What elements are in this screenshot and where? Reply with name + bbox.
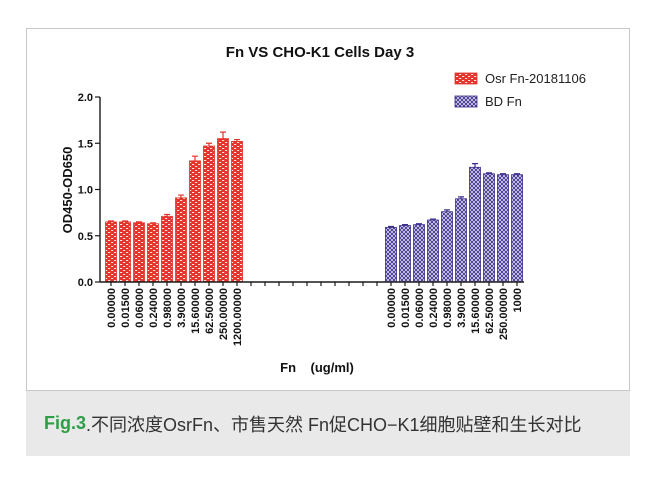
y-tick-label: 2.0 (78, 92, 93, 104)
x-tick-label: 250.00000 (218, 288, 230, 340)
chart-frame (26, 28, 630, 391)
error-bar-series-0 (108, 220, 114, 222)
bar-series-1 (483, 173, 495, 283)
bar-series-1 (497, 174, 509, 283)
axis-ticks: 2.01.51.00.50.00.00000 0.01500 0.06000 0.24… (78, 92, 524, 346)
error-bar-series-0 (150, 222, 156, 224)
bar-series-0 (203, 145, 215, 283)
error-bar-series-1 (500, 173, 506, 175)
bar-series-0 (105, 221, 117, 283)
error-bar-series-1 (444, 209, 450, 212)
bar-series-0 (119, 221, 131, 283)
legend-swatch-series-0 (454, 72, 478, 85)
bar-series-1 (413, 224, 425, 283)
error-bar-series-1 (416, 223, 422, 225)
error-bar-series-0 (122, 220, 128, 222)
x-tick-label: 0.24000 (148, 288, 160, 328)
bar-series-0 (217, 138, 229, 283)
y-tick-label: 0.0 (78, 277, 93, 289)
x-tick-label: 250.00000 (498, 288, 510, 340)
x-tick-label: 0.00000 (106, 288, 118, 328)
legend-label-series-0: Osr Fn-20181106 (485, 71, 586, 86)
error-bar-series-0 (192, 155, 198, 161)
error-bar-series-1 (388, 225, 394, 228)
x-tick-label: 15.60000 (190, 288, 202, 334)
bar-series-1 (399, 225, 411, 283)
x-tick-label: 62.50000 (484, 288, 496, 334)
x-tick-label: 0.06000 (414, 288, 426, 328)
x-tick-label: 1200.00000 (232, 288, 244, 346)
x-tick-label: 0.01500 (400, 288, 412, 328)
bar-series-0 (189, 160, 201, 283)
x-axis-title: Fn (ug/ml) (280, 360, 354, 375)
x-tick-label: 0.00000 (386, 288, 398, 328)
x-tick-label: 1000 (512, 288, 524, 312)
bar-chart: Fn VS CHO-K1 Cells Day 3 Osr Fn-20181106… (26, 28, 630, 391)
y-tick-label: 1.5 (78, 138, 93, 150)
x-tick-label: 3.90000 (176, 288, 188, 328)
bar-series-1 (441, 211, 453, 283)
bar-series-0 (175, 197, 187, 283)
error-bar-series-0 (206, 142, 212, 147)
error-bar-series-1 (402, 224, 408, 226)
y-axis-title: OD450-OD650 (60, 147, 75, 234)
bar-series-1 (511, 174, 523, 283)
bar-series-1 (469, 166, 481, 283)
error-bar-series-1 (430, 218, 436, 221)
bar-series-0 (231, 140, 243, 283)
error-bar-series-0 (220, 131, 226, 139)
error-bar-series-1 (458, 196, 464, 199)
bar-series-0 (161, 215, 173, 283)
error-bar-series-0 (136, 221, 142, 223)
bar-series-1 (385, 227, 397, 283)
x-tick-label: 0.98000 (442, 288, 454, 328)
bar-series-1 (427, 219, 439, 283)
error-bar-series-0 (234, 138, 240, 142)
x-tick-label: 0.01500 (120, 288, 132, 328)
error-bar-series-0 (164, 213, 170, 217)
error-bar-series-0 (178, 194, 184, 198)
x-tick-label: 3.90000 (456, 288, 468, 328)
y-tick-label: 0.5 (78, 231, 93, 243)
caption-text: .不同浓度OsrFn、市售天然 Fn促CHO−K1细胞贴壁和生长对比 (86, 414, 582, 435)
x-tick-label: 0.24000 (428, 288, 440, 328)
error-bar-series-1 (486, 172, 492, 174)
y-tick-label: 1.0 (78, 185, 93, 197)
chart-title: Fn VS CHO-K1 Cells Day 3 (226, 44, 414, 61)
error-bar-series-1 (472, 163, 478, 168)
bar-series-1 (455, 198, 467, 283)
bar-series-0 (133, 222, 145, 283)
figure-caption: Fig.3 .不同浓度OsrFn、市售天然 Fn促CHO−K1细胞贴壁和生长对比 (26, 391, 630, 456)
figure-label: Fig.3 (44, 413, 87, 433)
error-bar-series-1 (514, 173, 520, 175)
bar-series-0 (147, 223, 159, 283)
x-tick-label: 15.60000 (470, 288, 482, 334)
legend-label-series-1: BD Fn (485, 94, 522, 109)
x-tick-label: 0.98000 (162, 288, 174, 328)
x-tick-label: 62.50000 (204, 288, 216, 334)
x-tick-label: 0.06000 (134, 288, 146, 328)
legend-swatch-series-1 (454, 95, 478, 108)
legend: Osr Fn-20181106 BD Fn (454, 71, 586, 109)
